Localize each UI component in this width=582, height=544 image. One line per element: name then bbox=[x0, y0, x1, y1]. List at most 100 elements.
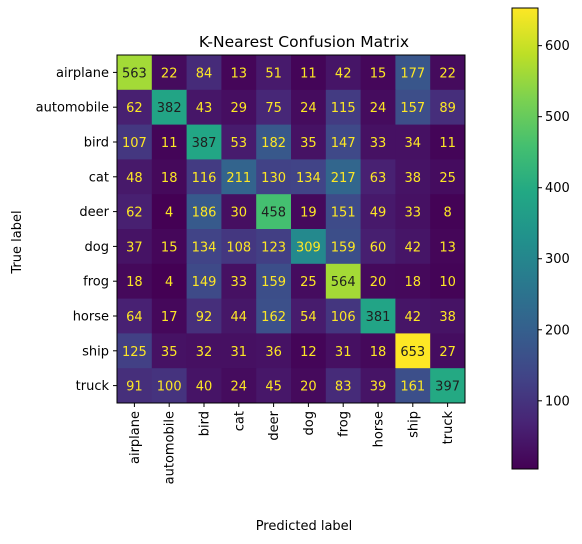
heatmap-cell-8-5 bbox=[291, 333, 327, 369]
heatmap-cell-0-0 bbox=[117, 55, 153, 91]
cell-value-4-9: 8 bbox=[443, 206, 451, 221]
cell-value-8-9: 27 bbox=[439, 345, 456, 360]
cell-value-7-4: 162 bbox=[261, 310, 286, 325]
heatmap-cell-4-8 bbox=[395, 194, 431, 230]
colorbar: 100 200 300 400 500 600 bbox=[511, 7, 570, 470]
heatmap-cell-6-3 bbox=[221, 263, 257, 299]
heatmap-cell-0-3 bbox=[221, 55, 257, 91]
heatmap-cell-1-4 bbox=[256, 89, 292, 125]
cell-value-9-5: 20 bbox=[300, 380, 317, 395]
heatmap-cell-2-1 bbox=[151, 124, 187, 160]
heatmap-cell-9-7 bbox=[360, 368, 396, 404]
heatmap-cell-8-1 bbox=[151, 333, 187, 369]
heatmap-cell-6-4 bbox=[256, 263, 292, 299]
cell-value-2-1: 11 bbox=[161, 136, 178, 151]
y-tick-label-dog: dog bbox=[85, 240, 109, 255]
heatmap-cell-5-9 bbox=[430, 229, 466, 265]
cell-value-1-2: 43 bbox=[196, 101, 213, 116]
cell-value-8-7: 18 bbox=[370, 345, 387, 360]
heatmap-cell-0-2 bbox=[186, 55, 222, 91]
cell-value-0-2: 84 bbox=[196, 66, 213, 81]
cell-value-5-7: 60 bbox=[370, 240, 387, 255]
cell-value-0-6: 42 bbox=[335, 66, 352, 81]
heatmap-cell-3-5 bbox=[291, 159, 327, 195]
cell-value-9-9: 397 bbox=[435, 380, 460, 395]
heatmap-cell-5-3 bbox=[221, 229, 257, 265]
y-tick-labels: airplane automobile bird cat deer dog frog hors… bbox=[36, 66, 117, 394]
x-tick-label-deer: deer bbox=[267, 410, 282, 440]
heatmap-cell-7-8 bbox=[395, 298, 431, 334]
heatmap-cell-1-0 bbox=[117, 89, 153, 125]
cell-value-9-4: 45 bbox=[265, 380, 282, 395]
heatmap-cell-0-8 bbox=[395, 55, 431, 91]
cell-value-2-0: 107 bbox=[122, 136, 147, 151]
heatmap-cell-3-2 bbox=[186, 159, 222, 195]
heatmap-cell-2-4 bbox=[256, 124, 292, 160]
heatmap-cell-4-1 bbox=[151, 194, 187, 230]
cell-value-9-6: 83 bbox=[335, 380, 352, 395]
x-tick-label-truck: truck bbox=[441, 411, 456, 445]
x-tick-label-automobile: automobile bbox=[163, 411, 178, 484]
cell-value-2-9: 11 bbox=[439, 136, 456, 151]
plot-frame bbox=[116, 54, 466, 404]
cell-value-6-0: 18 bbox=[126, 275, 143, 290]
chart-title: K-Nearest Confusion Matrix bbox=[199, 33, 409, 51]
cell-value-3-8: 38 bbox=[405, 171, 422, 186]
heatmap-cell-7-5 bbox=[291, 298, 327, 334]
heatmap-cell-1-6 bbox=[325, 89, 361, 125]
cell-value-3-6: 217 bbox=[331, 171, 356, 186]
heatmap-cell-1-7 bbox=[360, 89, 396, 125]
cell-value-4-0: 62 bbox=[126, 206, 143, 221]
cell-value-1-4: 75 bbox=[265, 101, 282, 116]
cell-value-6-2: 149 bbox=[192, 275, 217, 290]
cell-value-1-9: 89 bbox=[439, 101, 456, 116]
cell-value-7-2: 92 bbox=[196, 310, 213, 325]
colorbar-tick-label-200: 200 bbox=[545, 323, 570, 338]
cell-value-3-0: 48 bbox=[126, 171, 143, 186]
y-tick-label-truck: truck bbox=[76, 379, 110, 394]
heatmap-cell-9-4 bbox=[256, 368, 292, 404]
cell-value-3-3: 211 bbox=[226, 171, 251, 186]
colorbar-tick-label-500: 500 bbox=[545, 110, 570, 125]
heatmap-cell-1-9 bbox=[430, 89, 466, 125]
cell-value-8-0: 125 bbox=[122, 345, 147, 360]
cell-value-7-8: 42 bbox=[405, 310, 422, 325]
heatmap-cell-8-4 bbox=[256, 333, 292, 369]
cell-value-6-9: 10 bbox=[439, 275, 456, 290]
x-tick-label-airplane: airplane bbox=[128, 411, 143, 464]
x-tick-labels: airplane automobile bird cat deer dog frog hors… bbox=[128, 403, 456, 484]
heatmap-cell-0-7 bbox=[360, 55, 396, 91]
heatmap-cell-1-8 bbox=[395, 89, 431, 125]
y-axis-label: True label bbox=[10, 210, 25, 274]
heatmap-cell-2-6 bbox=[325, 124, 361, 160]
cell-value-2-7: 33 bbox=[370, 136, 387, 151]
cell-value-0-8: 177 bbox=[400, 66, 425, 81]
heatmap-cell-4-3 bbox=[221, 194, 257, 230]
cell-value-4-4: 458 bbox=[261, 206, 286, 221]
y-tick-label-bird: bird bbox=[84, 136, 109, 151]
cell-value-0-9: 22 bbox=[439, 66, 456, 81]
cell-value-9-0: 91 bbox=[126, 380, 143, 395]
cell-value-8-2: 32 bbox=[196, 345, 213, 360]
heatmap-cell-9-8 bbox=[395, 368, 431, 404]
heatmap-cell-5-5 bbox=[291, 229, 327, 265]
heatmap-cell-4-5 bbox=[291, 194, 327, 230]
cell-value-2-3: 53 bbox=[231, 136, 248, 151]
cell-value-1-6: 115 bbox=[331, 101, 356, 116]
heatmap-cell-8-7 bbox=[360, 333, 396, 369]
cell-value-1-1: 382 bbox=[157, 101, 182, 116]
heatmap-cell-7-6 bbox=[325, 298, 361, 334]
heatmap-cell-7-7 bbox=[360, 298, 396, 334]
heatmap-cell-0-5 bbox=[291, 55, 327, 91]
heatmap-cell-3-1 bbox=[151, 159, 187, 195]
cell-value-7-7: 381 bbox=[366, 310, 391, 325]
cell-value-4-2: 186 bbox=[192, 206, 217, 221]
cell-value-0-0: 563 bbox=[122, 66, 147, 81]
cell-value-0-4: 51 bbox=[265, 66, 282, 81]
cell-value-6-8: 18 bbox=[405, 275, 422, 290]
cell-value-8-8: 653 bbox=[400, 345, 425, 360]
heatmap-cell-4-0 bbox=[117, 194, 153, 230]
cell-value-4-1: 4 bbox=[165, 206, 173, 221]
